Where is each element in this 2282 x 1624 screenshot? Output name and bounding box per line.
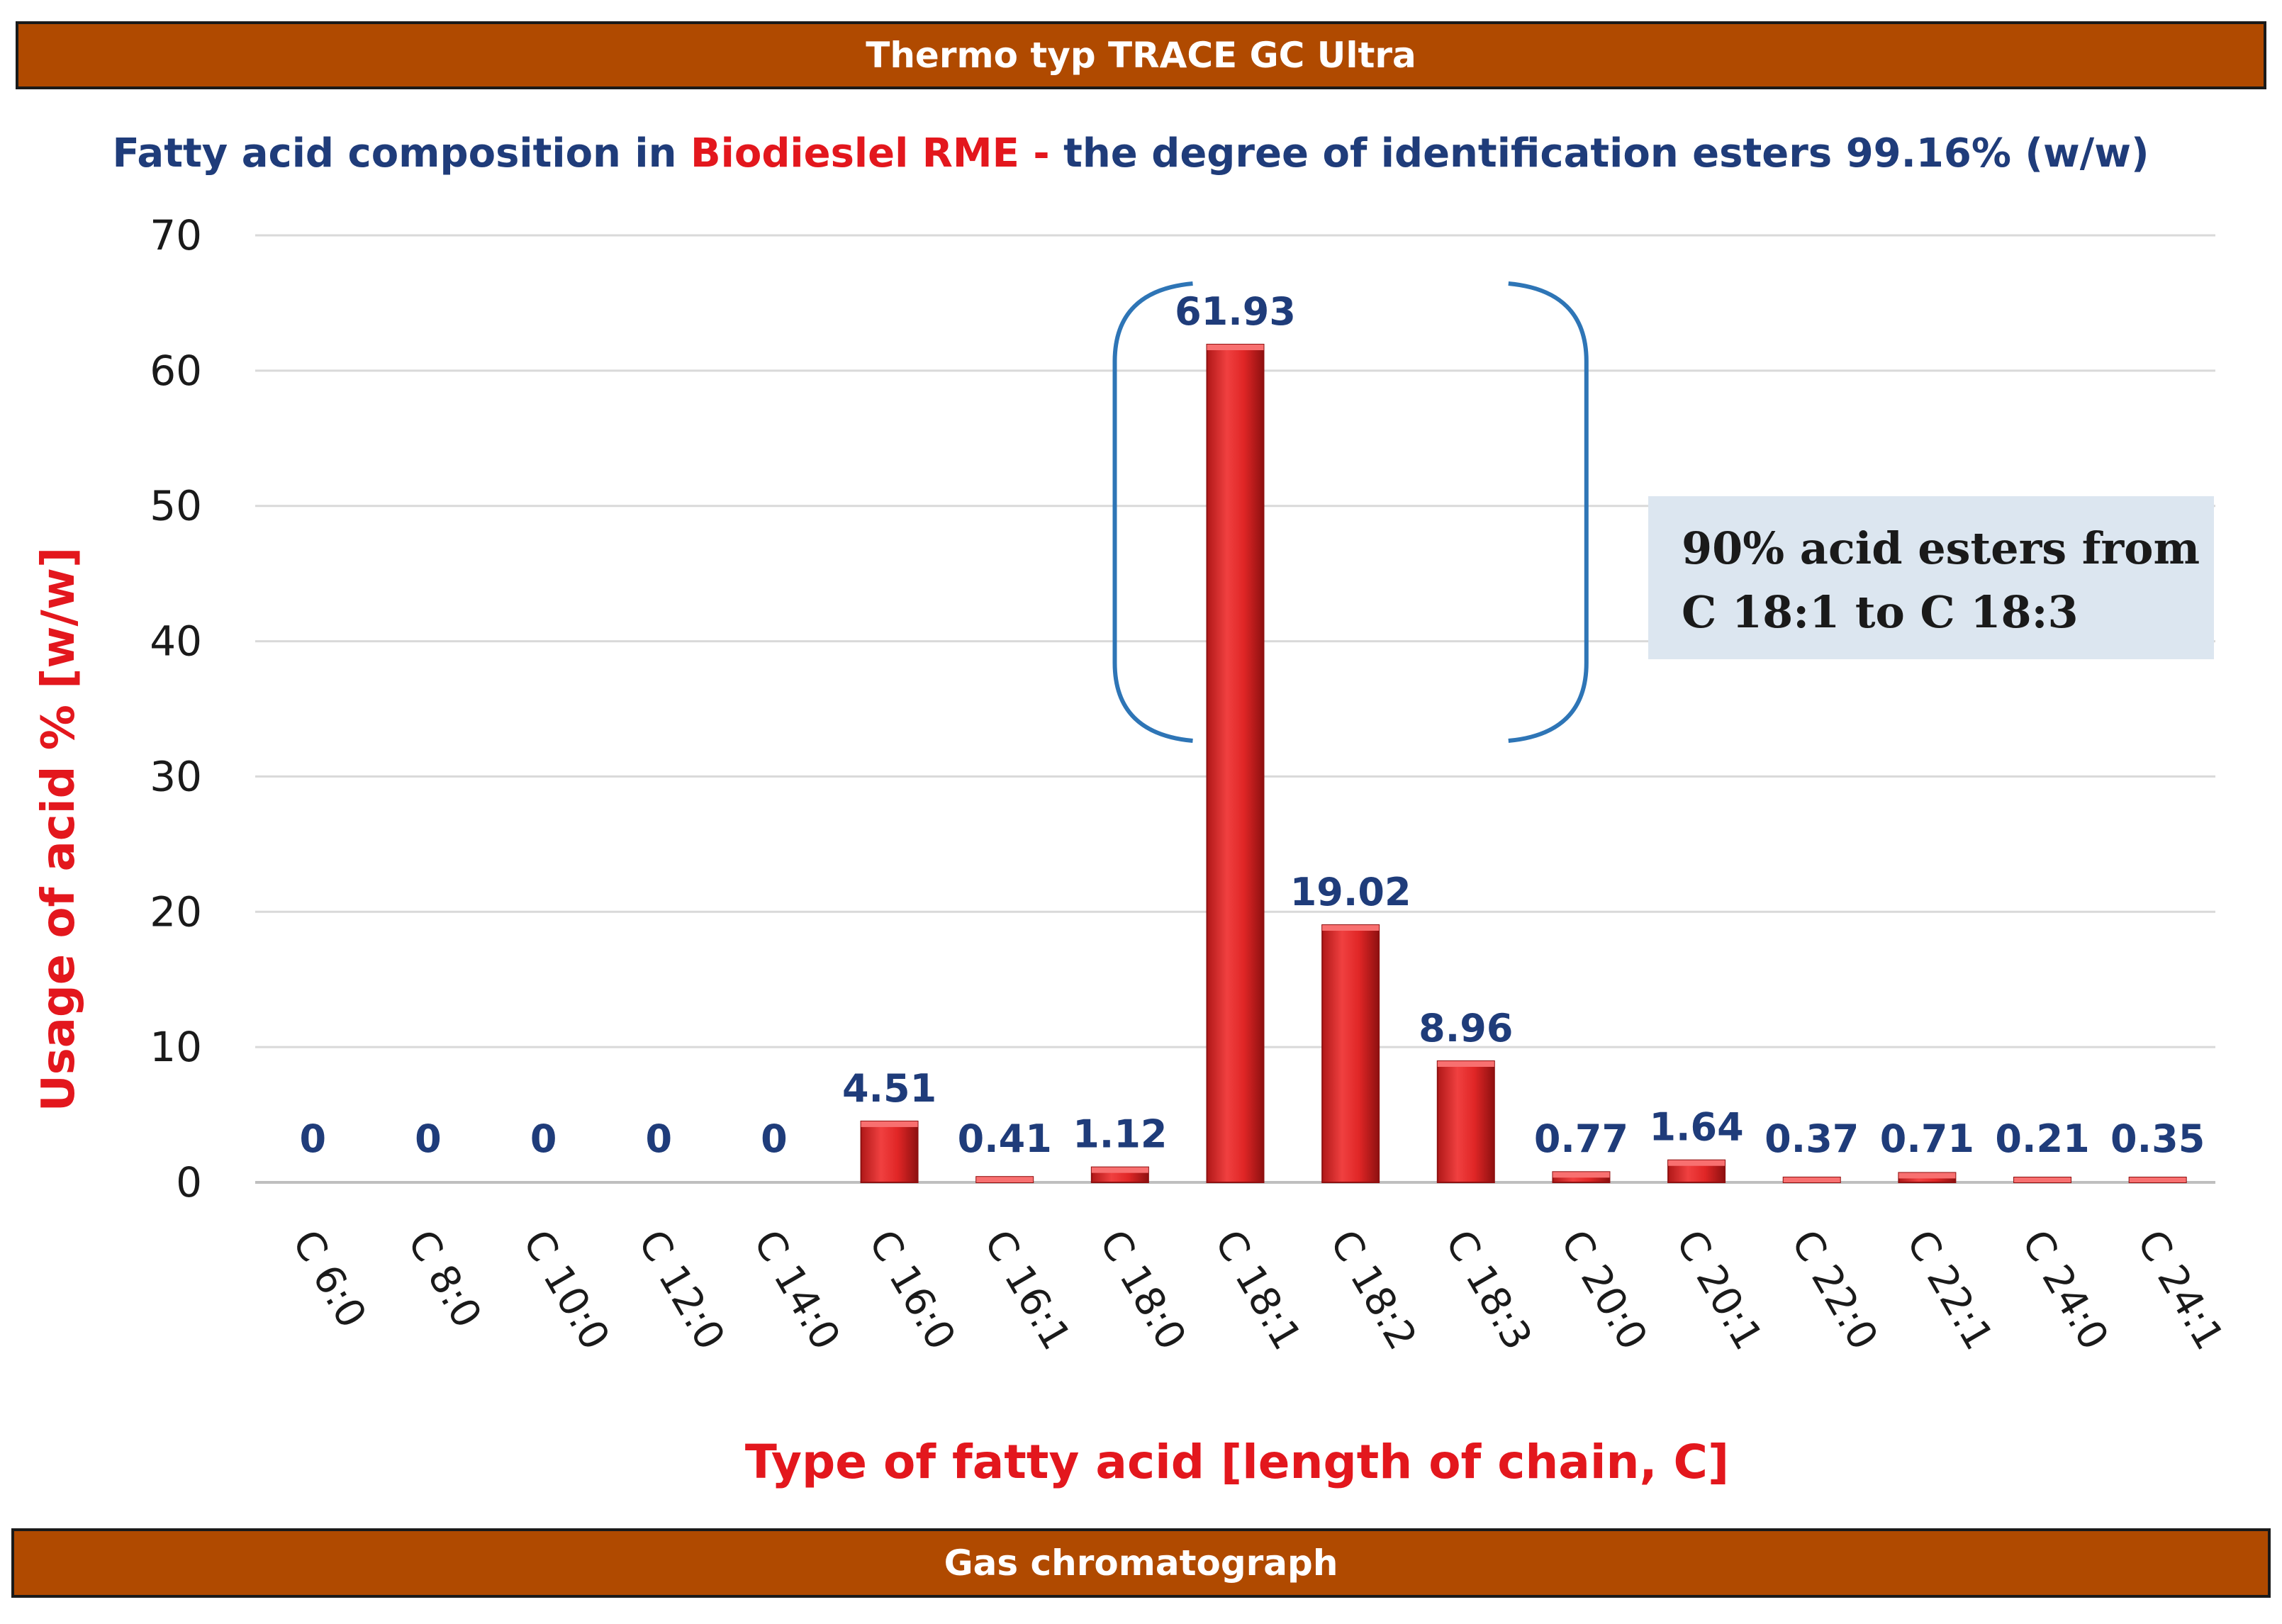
chart-title-part: Fatty acid composition in	[112, 130, 690, 177]
right-bracket	[1508, 281, 1589, 743]
y-tick-label: 40	[150, 617, 202, 666]
bars	[860, 344, 2187, 1184]
x-tick-label: C 22:0	[1782, 1223, 1887, 1358]
bar-highlight	[2014, 1177, 2071, 1182]
bar-highlight	[1091, 1167, 1148, 1173]
x-tick-label: C 16:1	[975, 1223, 1080, 1358]
bar-value-label: 0.71	[1880, 1116, 1974, 1161]
y-tick-label: 0	[176, 1158, 202, 1206]
bar-value-label: 0.37	[1764, 1116, 1859, 1161]
x-tick-label: C 20:1	[1667, 1223, 1772, 1358]
bar-value-label: 1.12	[1073, 1112, 1167, 1157]
bar-value-label: 0	[645, 1116, 672, 1161]
y-tick-label: 10	[150, 1023, 202, 1071]
left-bracket	[1112, 281, 1193, 743]
bar-highlight	[1898, 1172, 1956, 1179]
x-axis-title: Type of fatty acid [length of chain, C]	[745, 1435, 1729, 1489]
bar-highlight	[1322, 924, 1380, 931]
bar-value-labels: 0 0 0 0 0 4.51 0.41 1.12 61.93 19.02 8.96 0.77 1.64 0…	[300, 289, 2205, 1161]
bar-value-label: 0.77	[1534, 1116, 1628, 1161]
bar	[860, 1120, 919, 1184]
bar-value-label: 61.93	[1175, 289, 1296, 334]
x-tick-label: C 18:3	[1436, 1223, 1541, 1358]
x-tick-label: C 16:0	[859, 1223, 964, 1358]
annotation-text-line: C 18:1 to C 18:3	[1682, 586, 2079, 638]
y-tick-label: 60	[150, 347, 202, 395]
x-axis-ticks: C 6:0 C 8:0 C 10:0 C 12:0 C 14:0 C 16:0 C 16:1…	[283, 1223, 2232, 1358]
bar-value-label: 0	[415, 1116, 442, 1161]
x-tick-label: C 24:1	[2128, 1223, 2233, 1358]
bar	[1206, 344, 1265, 1183]
bar-value-label: 0.35	[2110, 1116, 2205, 1161]
bar-highlight	[2129, 1177, 2186, 1182]
x-tick-label: C 12:0	[629, 1223, 734, 1358]
y-tick-label: 30	[150, 752, 202, 800]
y-tick-label: 50	[150, 482, 202, 530]
y-tick-label: 70	[150, 211, 202, 259]
x-tick-label: C 18:0	[1090, 1223, 1195, 1358]
x-tick-label: C 14:0	[744, 1223, 849, 1358]
x-tick-label: C 8:0	[398, 1223, 491, 1336]
bar-value-label: 0	[530, 1116, 557, 1161]
bar-highlight	[861, 1121, 918, 1127]
chart-title: Fatty acid composition in Biodieslel RME…	[112, 130, 2149, 177]
bar-highlight	[1553, 1172, 1610, 1178]
bar	[1321, 924, 1380, 1184]
top-banner-text: Thermo typ TRACE GC Ultra	[866, 35, 1416, 76]
bar-highlight	[1437, 1060, 1494, 1067]
bar-value-label: 0	[761, 1116, 788, 1161]
chart-title-part: -	[1019, 130, 1063, 177]
top-banner: Thermo typ TRACE GC Ultra	[16, 21, 2266, 89]
annotation-box: 90% acid esters from C 18:1 to C 18:3	[1648, 496, 2214, 659]
bar-value-label: 0.41	[958, 1116, 1052, 1161]
bar-value-label: 1.64	[1649, 1105, 1743, 1150]
x-tick-label: C 20:0	[1551, 1223, 1656, 1358]
x-tick-label: C 24:0	[2013, 1223, 2118, 1358]
chart-title-part: Biodieslel RME	[690, 130, 1019, 177]
x-tick-label: C 18:2	[1321, 1223, 1426, 1358]
annotation-text-line: 90% acid esters from	[1682, 522, 2200, 574]
y-axis-ticks: 0 10 20 30 40 50 60 70	[150, 211, 202, 1206]
bar-value-label: 0	[300, 1116, 327, 1161]
x-tick-label: C 18:1	[1205, 1223, 1310, 1358]
annotation-background	[1648, 496, 2214, 659]
bottom-banner-text: Gas chromatograph	[944, 1542, 1338, 1584]
bar-highlight	[1783, 1177, 1840, 1182]
x-tick-label: C 10:0	[513, 1223, 618, 1358]
bar-highlight	[1668, 1160, 1726, 1166]
chart-title-part: the degree of identification esters 99.1…	[1063, 130, 2149, 177]
bar-highlight	[1207, 345, 1264, 351]
bar-highlight	[976, 1177, 1034, 1182]
y-tick-label: 20	[150, 887, 202, 936]
bar-value-label: 0.21	[1995, 1116, 2089, 1161]
x-tick-label: C 6:0	[283, 1223, 375, 1336]
bar-value-label: 8.96	[1419, 1006, 1513, 1051]
bar-value-label: 4.51	[842, 1066, 936, 1111]
y-axis-title: Usage of acid % [w/w]	[33, 547, 85, 1112]
bar-value-label: 19.02	[1290, 870, 1411, 914]
bottom-banner: Gas chromatograph	[11, 1528, 2271, 1598]
x-tick-label: C 22:1	[1897, 1223, 2002, 1358]
bar	[1436, 1060, 1495, 1183]
annotation-bracket	[1112, 281, 1589, 743]
